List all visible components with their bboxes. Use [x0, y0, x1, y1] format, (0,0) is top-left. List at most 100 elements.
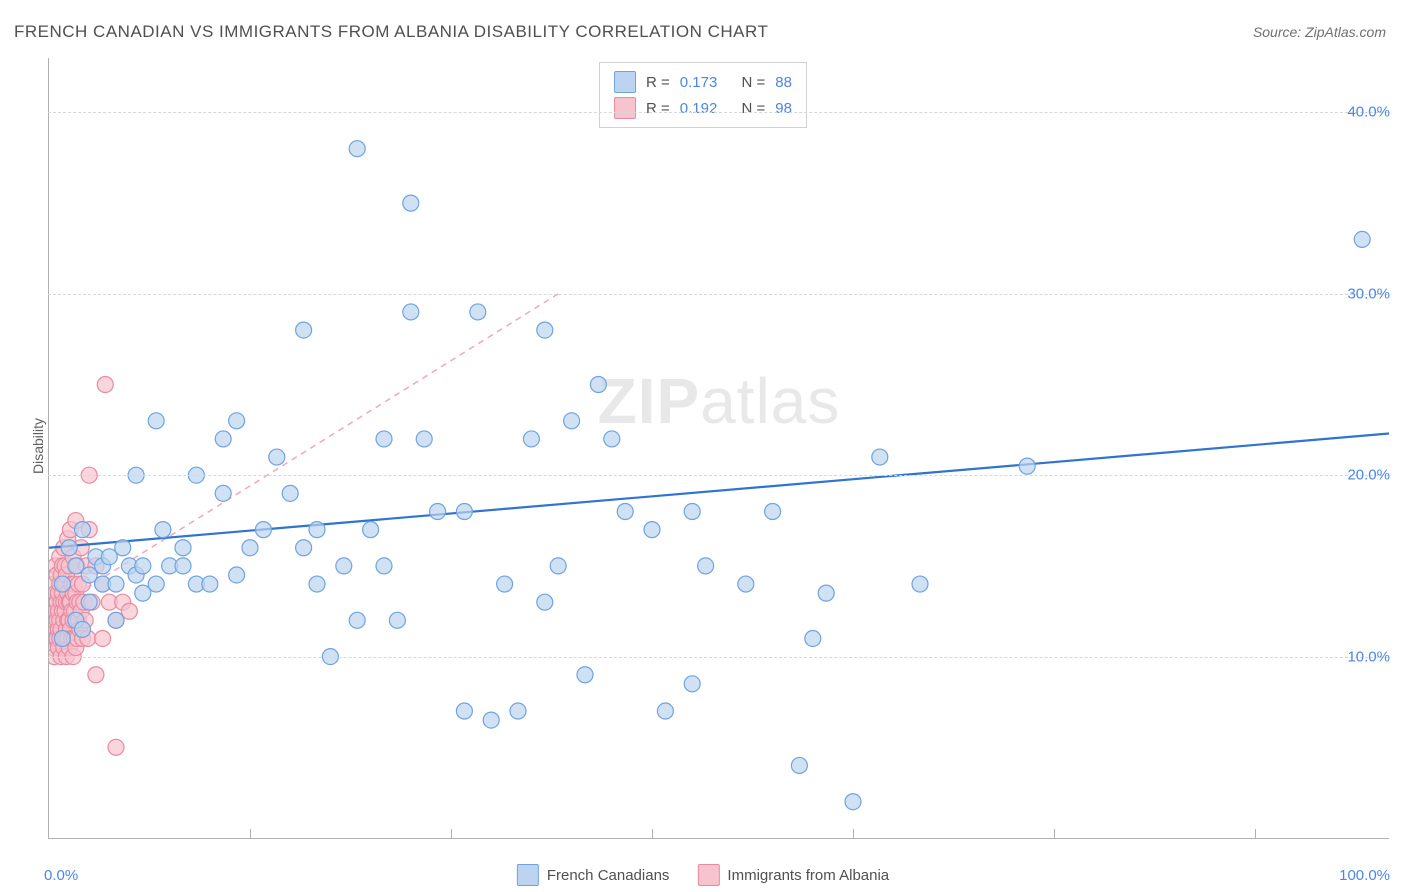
- n-value: 88: [775, 74, 792, 91]
- data-point: [269, 449, 285, 465]
- data-point: [537, 594, 553, 610]
- data-point: [175, 558, 191, 574]
- data-point: [61, 540, 77, 556]
- data-point: [590, 377, 606, 393]
- legend-swatch-icon: [614, 71, 636, 93]
- data-point: [376, 431, 392, 447]
- legend-swatch-icon: [614, 97, 636, 119]
- data-point: [550, 558, 566, 574]
- n-value: 98: [775, 100, 792, 117]
- r-value: 0.192: [680, 100, 718, 117]
- data-point: [818, 585, 834, 601]
- data-point: [155, 522, 171, 538]
- data-point: [389, 612, 405, 628]
- x-tick-mark: [1255, 829, 1256, 839]
- gridline: [48, 475, 1388, 476]
- gridline: [48, 657, 1388, 658]
- data-point: [296, 322, 312, 338]
- x-tick-mark: [853, 829, 854, 839]
- data-point: [75, 621, 91, 637]
- data-point: [148, 576, 164, 592]
- legend-label: Immigrants from Albania: [727, 867, 889, 884]
- data-point: [376, 558, 392, 574]
- legend-swatch-icon: [697, 864, 719, 886]
- data-point: [349, 612, 365, 628]
- data-point: [54, 630, 70, 646]
- series-legend: French Canadians Immigrants from Albania: [517, 864, 889, 886]
- data-point: [1354, 231, 1370, 247]
- r-label: R =: [646, 100, 670, 117]
- plot-area: ZIPatlas: [48, 58, 1389, 839]
- data-point: [282, 485, 298, 501]
- data-point: [497, 576, 513, 592]
- data-point: [229, 567, 245, 583]
- data-point: [108, 576, 124, 592]
- data-point: [872, 449, 888, 465]
- data-point: [564, 413, 580, 429]
- data-point: [1019, 458, 1035, 474]
- y-tick-label: 40.0%: [1347, 104, 1390, 121]
- data-point: [577, 667, 593, 683]
- x-tick-mark: [250, 829, 251, 839]
- correlation-legend: R = 0.173 N = 88 R = 0.192 N = 98: [599, 62, 807, 128]
- data-point: [845, 794, 861, 810]
- data-point: [108, 739, 124, 755]
- data-point: [363, 522, 379, 538]
- source-attribution: Source: ZipAtlas.com: [1253, 24, 1386, 40]
- data-point: [75, 522, 91, 538]
- data-point: [336, 558, 352, 574]
- trend-line: [49, 433, 1389, 547]
- data-point: [88, 667, 104, 683]
- data-point: [644, 522, 660, 538]
- scatter-svg: [49, 58, 1389, 838]
- data-point: [430, 503, 446, 519]
- data-point: [175, 540, 191, 556]
- data-point: [805, 630, 821, 646]
- x-tick-mark: [1054, 829, 1055, 839]
- data-point: [349, 141, 365, 157]
- y-tick-label: 20.0%: [1347, 467, 1390, 484]
- legend-item: Immigrants from Albania: [697, 864, 889, 886]
- data-point: [255, 522, 271, 538]
- data-point: [657, 703, 673, 719]
- y-tick-label: 10.0%: [1347, 648, 1390, 665]
- data-point: [698, 558, 714, 574]
- chart-title: FRENCH CANADIAN VS IMMIGRANTS FROM ALBAN…: [14, 22, 768, 42]
- data-point: [470, 304, 486, 320]
- data-point: [617, 503, 633, 519]
- correlation-legend-row: R = 0.173 N = 88: [614, 69, 792, 95]
- data-point: [309, 576, 325, 592]
- data-point: [54, 576, 70, 592]
- n-label: N =: [742, 74, 766, 91]
- data-point: [215, 485, 231, 501]
- data-point: [403, 195, 419, 211]
- data-point: [108, 612, 124, 628]
- x-axis-min-label: 0.0%: [44, 867, 78, 884]
- data-point: [229, 413, 245, 429]
- data-point: [416, 431, 432, 447]
- data-point: [483, 712, 499, 728]
- data-point: [309, 522, 325, 538]
- data-point: [604, 431, 620, 447]
- data-point: [456, 503, 472, 519]
- x-tick-mark: [652, 829, 653, 839]
- data-point: [135, 558, 151, 574]
- data-point: [510, 703, 526, 719]
- data-point: [215, 431, 231, 447]
- data-point: [738, 576, 754, 592]
- data-point: [115, 540, 131, 556]
- data-point: [684, 676, 700, 692]
- data-point: [684, 503, 700, 519]
- data-point: [97, 377, 113, 393]
- data-point: [791, 757, 807, 773]
- gridline: [48, 112, 1388, 113]
- r-value: 0.173: [680, 74, 718, 91]
- correlation-legend-row: R = 0.192 N = 98: [614, 95, 792, 121]
- y-axis-label: Disability: [30, 418, 46, 474]
- r-label: R =: [646, 74, 670, 91]
- gridline: [48, 294, 1388, 295]
- data-point: [537, 322, 553, 338]
- data-point: [296, 540, 312, 556]
- data-point: [95, 630, 111, 646]
- x-tick-mark: [451, 829, 452, 839]
